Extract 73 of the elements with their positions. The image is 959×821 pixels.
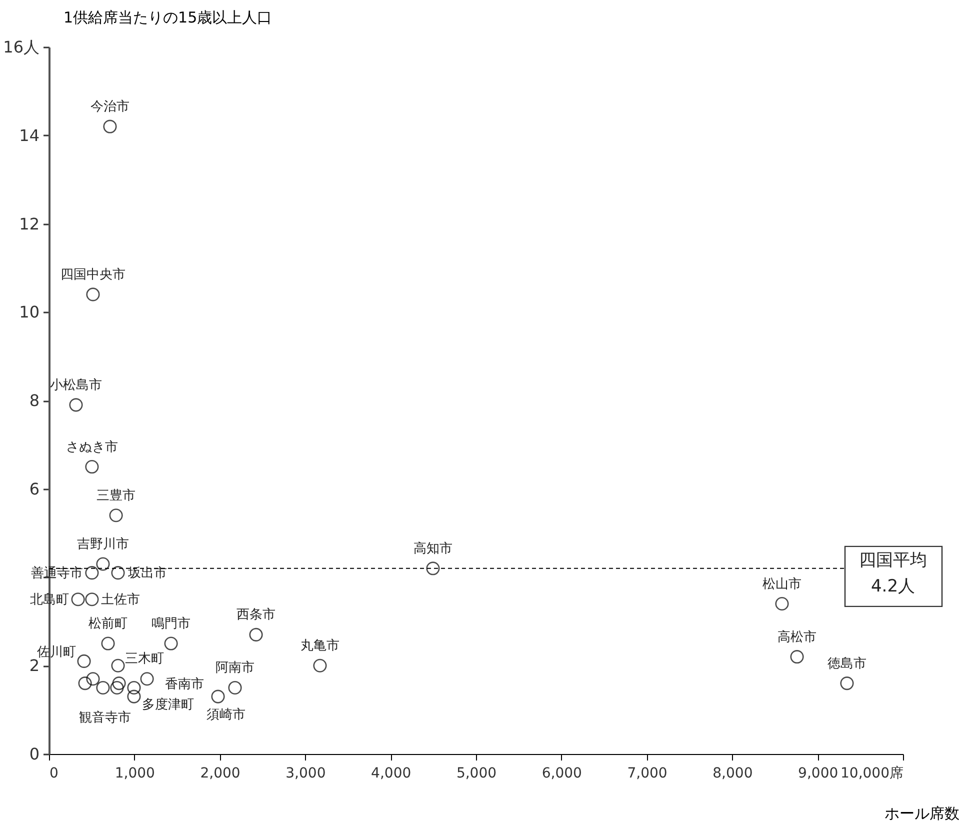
annotation: 高松市 [778,628,817,645]
annotation: 三豊市 [96,488,136,504]
annotation: 吉野川市 [76,536,129,552]
y-tick-label: 8 [29,391,40,410]
annotation: 西条市 [236,608,276,623]
point [211,690,225,704]
annotation: 土佐市 [100,592,140,608]
annotation: 松前町 [88,616,128,632]
x-tick-label: 0 [50,766,58,782]
y-tick-label: 6 [29,479,40,498]
point [78,676,92,690]
point [426,562,440,576]
point [840,676,854,690]
point [86,288,100,302]
point [85,592,99,606]
annotation: 松山市 [762,576,802,592]
x-tick-label: 4,000 [371,766,412,782]
point [77,654,91,668]
annotation: 多度津町 [142,696,194,713]
annotation: 坂出市 [127,566,168,581]
annotation: 観音寺市 [78,710,131,726]
point [96,680,110,694]
annotation: 今治市 [90,100,130,115]
point [249,628,263,642]
x-axis-title: ホール席数 [884,804,959,821]
point [790,650,804,664]
point [85,566,99,580]
annotation: 鳴門市 [152,616,191,632]
annotation: さぬき市 [66,440,118,455]
point [110,680,124,694]
point [775,597,789,611]
y-tick-label: 16人 [3,38,40,56]
point [103,120,117,134]
annotation: 阿南市 [216,660,254,676]
x-tick-label: 9,000 [798,766,838,782]
annotation: 三木町 [125,652,164,667]
y-axis-title: 1供給席当たりの15歳以上人口 [64,8,272,26]
annotation: 徳島市 [827,656,866,672]
point [96,557,110,571]
point [86,672,100,686]
point [111,658,125,672]
point [112,676,126,690]
y-tick-label: 14 [19,126,40,145]
point [109,508,123,522]
annotation: 須崎市 [206,708,246,723]
point [228,680,242,694]
annotation: 四国中央市 [60,267,126,282]
x-tick-label: 3,000 [286,766,326,782]
x-tick-label: 5,000 [456,766,497,782]
point [101,636,115,650]
point [127,690,141,704]
point [71,592,85,606]
point [69,398,83,412]
annotation: 香南市 [165,676,204,692]
y-tick-label: 10 [19,302,40,322]
point [127,680,141,694]
x-tick-label: 2,000 [200,766,240,782]
point [164,636,178,650]
x-tick-label: 7,000 [627,766,668,782]
point [313,658,327,672]
x-tick-label: 8,000 [712,766,753,782]
annotation: 丸亀市 [300,638,340,654]
point [140,672,154,686]
annotation: 高知市 [413,540,452,556]
x-tick-label: 10,000席 [840,766,904,782]
y-tick-label: 0 [29,744,40,764]
point [85,460,99,474]
x-tick-label: 1,000 [114,766,155,782]
y-tick-label: 2 [29,656,40,676]
ref-line-label: 四国平均 4.2人 [859,550,927,596]
x-tick-label: 6,000 [542,766,582,782]
y-tick-label: 12 [19,214,40,234]
point [111,566,125,580]
